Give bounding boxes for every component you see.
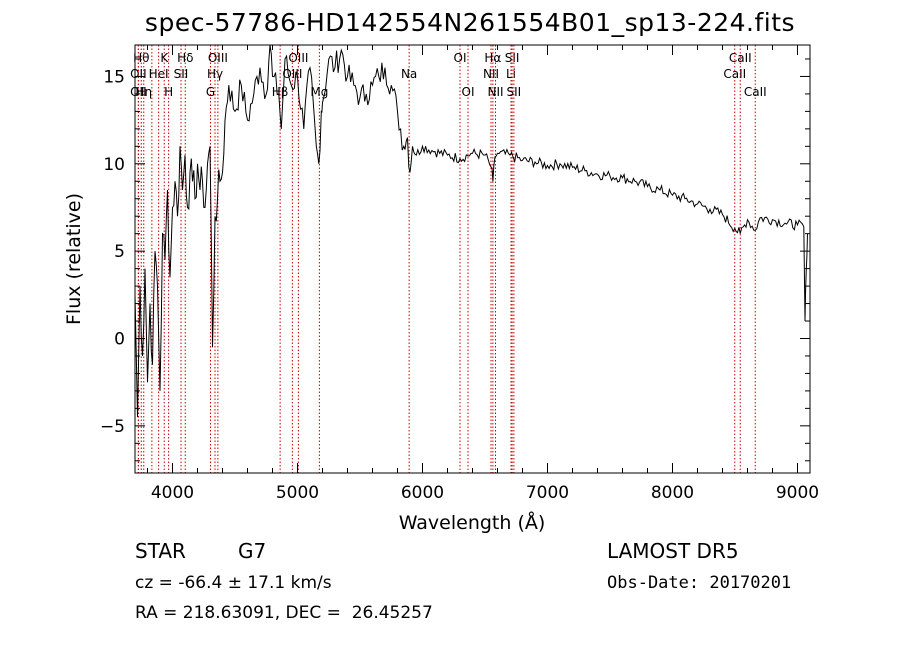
x-axis-label: Wavelength (Å) bbox=[399, 511, 546, 534]
y-tick-label: 5 bbox=[114, 242, 125, 262]
spectral-line-label: NII bbox=[487, 85, 503, 99]
x-tick-label: 4000 bbox=[151, 483, 194, 503]
x-tick-label: 5000 bbox=[276, 483, 319, 503]
spectral-line-label: NII bbox=[483, 67, 499, 81]
spectral-line-label: SII bbox=[174, 67, 189, 81]
x-tick-label: 7000 bbox=[526, 483, 569, 503]
spectral-line-label: Hδ bbox=[177, 51, 193, 65]
spectral-line-label: OIII bbox=[208, 51, 228, 65]
spectrum-series bbox=[135, 45, 808, 418]
line-markers-group: HθOIIOIIHηHeIKHSIIHδGHγOIIIHβOIIIOIIIMgN… bbox=[130, 45, 767, 473]
y-tick-label: 10 bbox=[103, 155, 125, 175]
spectral-line-label: OII bbox=[130, 85, 147, 99]
spectral-line-label: Hβ bbox=[272, 85, 289, 99]
spectral-line-label: OIII bbox=[288, 51, 308, 65]
subclass-label: G7 bbox=[238, 539, 267, 563]
spectral-line-label: HeI bbox=[149, 67, 169, 81]
spectral-line-label: Na bbox=[401, 67, 417, 81]
y-tick-label: 15 bbox=[103, 67, 125, 87]
spectral-line-label: CaII bbox=[744, 85, 767, 99]
spectral-line-label: Hθ bbox=[133, 51, 149, 65]
spectral-line-label: G bbox=[206, 85, 215, 99]
spectral-line-label: H bbox=[164, 85, 173, 99]
survey-label: LAMOST DR5 bbox=[607, 539, 739, 563]
x-tick-label: 8000 bbox=[651, 483, 694, 503]
spectral-line-label: K bbox=[160, 51, 169, 65]
spectrum-line bbox=[135, 45, 808, 418]
spectral-line-label: CaII bbox=[729, 51, 752, 65]
coordinates: RA = 218.63091, DEC = 26.45257 bbox=[135, 603, 433, 623]
spectral-line-label: Li bbox=[506, 67, 516, 81]
x-tick-label: 9000 bbox=[776, 483, 819, 503]
spectral-line-label: OI bbox=[462, 85, 475, 99]
spectral-line-label: Hα bbox=[484, 51, 501, 65]
y-axis-label: Flux (relative) bbox=[63, 193, 85, 325]
spectral-line-label: Hη bbox=[135, 85, 152, 99]
obs-date: Obs-Date: 20170201 bbox=[607, 573, 792, 593]
class-label: STAR bbox=[135, 539, 186, 563]
x-axis-ticks: 4000 5000 6000 7000 8000 9000 bbox=[147, 45, 819, 503]
y-tick-label: −5 bbox=[100, 417, 125, 437]
spectral-line-label: OIII bbox=[282, 67, 302, 81]
spectral-line-label: SII bbox=[505, 51, 520, 65]
x-tick-label: 6000 bbox=[401, 483, 444, 503]
spectral-line-label: CaII bbox=[723, 67, 746, 81]
y-tick-label: 0 bbox=[114, 329, 125, 349]
y-axis-ticks: −5 0 5 10 15 bbox=[100, 58, 810, 462]
chart-title: spec-57786-HD142554N261554B01_sp13-224.f… bbox=[144, 8, 796, 37]
spectral-line-label: OI bbox=[454, 51, 467, 65]
cz-value: cz = -66.4 ± 17.1 km/s bbox=[135, 573, 332, 593]
spectral-line-label: SII bbox=[507, 85, 522, 99]
spectral-line-label: Hγ bbox=[207, 67, 223, 81]
